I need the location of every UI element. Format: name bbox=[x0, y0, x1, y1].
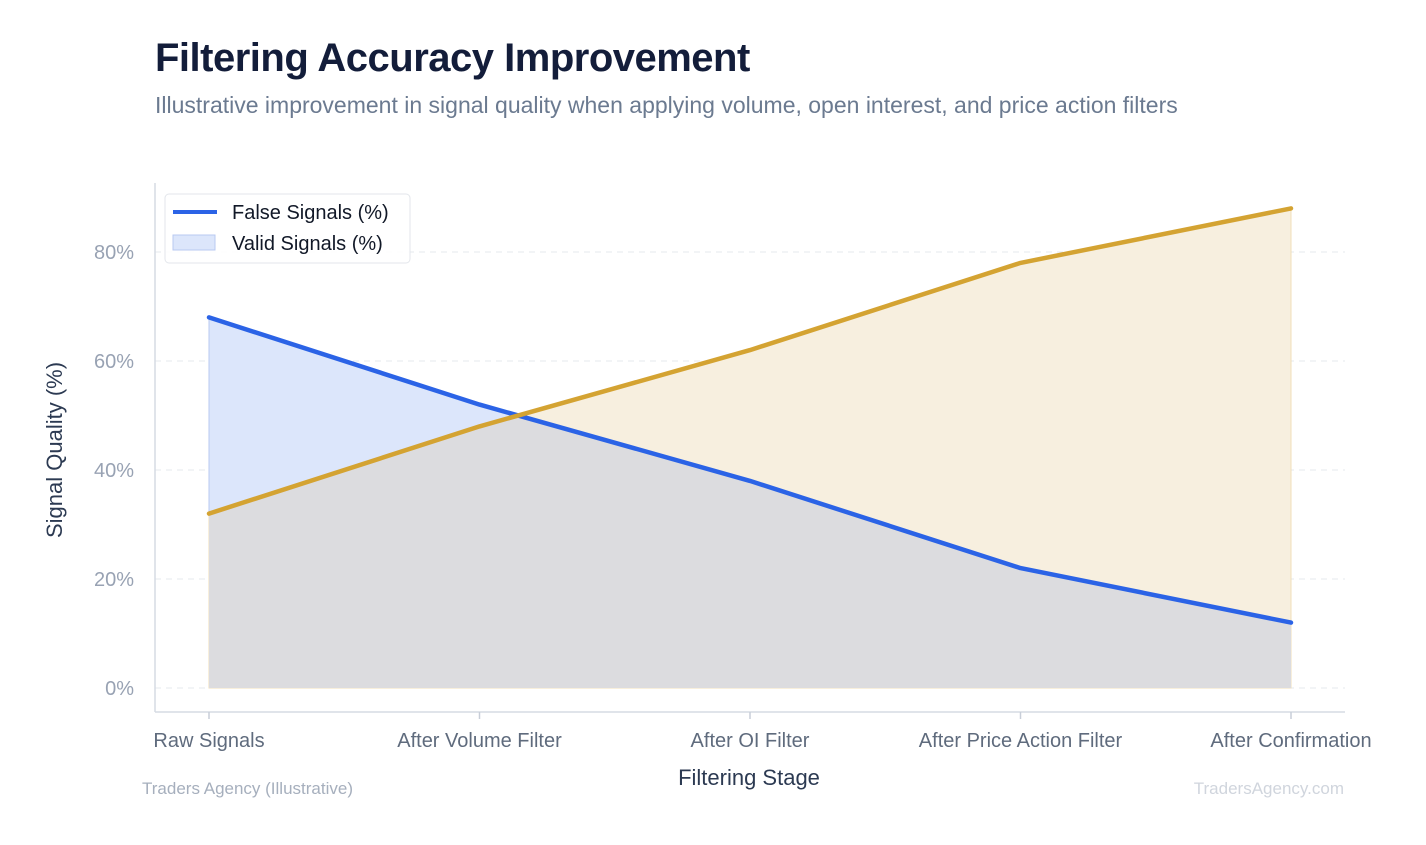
x-tick-label: After Volume Filter bbox=[397, 730, 562, 752]
false-signals-line bbox=[206, 315, 1294, 625]
x-tick-label: Raw Signals bbox=[153, 730, 264, 752]
y-tick-label: 80% bbox=[94, 242, 134, 264]
y-ticks: 0% 20% 40% 60% 80% bbox=[94, 242, 134, 700]
y-tick-label: 0% bbox=[105, 678, 134, 700]
x-axis-title: Filtering Stage bbox=[678, 765, 820, 790]
legend-false-label: False Signals (%) bbox=[232, 202, 389, 224]
watermark: TradersAgency.com bbox=[1193, 779, 1344, 798]
legend-valid-label: Valid Signals (%) bbox=[232, 233, 383, 255]
overlap-area bbox=[209, 415, 1291, 688]
valid-signals-line bbox=[206, 206, 1294, 516]
y-tick-label: 60% bbox=[94, 351, 134, 373]
x-ticks: Raw Signals After Volume Filter After OI F… bbox=[153, 712, 1372, 752]
legend: False Signals (%) Valid Signals (%) bbox=[164, 193, 411, 264]
x-tick-label: After OI Filter bbox=[691, 730, 810, 752]
areas bbox=[208, 207, 1292, 689]
y-axis-title: Signal Quality (%) bbox=[42, 362, 67, 538]
chart-title: Filtering Accuracy Improvement bbox=[155, 36, 750, 80]
chart-subtitle: Illustrative improvement in signal quali… bbox=[155, 92, 1178, 118]
y-tick-label: 40% bbox=[94, 460, 134, 482]
source-note: Traders Agency (Illustrative) bbox=[142, 779, 353, 798]
y-tick-label: 20% bbox=[94, 569, 134, 591]
legend-valid-swatch bbox=[172, 234, 216, 251]
x-tick-label: After Confirmation bbox=[1210, 730, 1371, 752]
lines bbox=[206, 206, 1294, 625]
legend-box bbox=[164, 193, 411, 264]
x-tick-label: After Price Action Filter bbox=[919, 730, 1123, 752]
